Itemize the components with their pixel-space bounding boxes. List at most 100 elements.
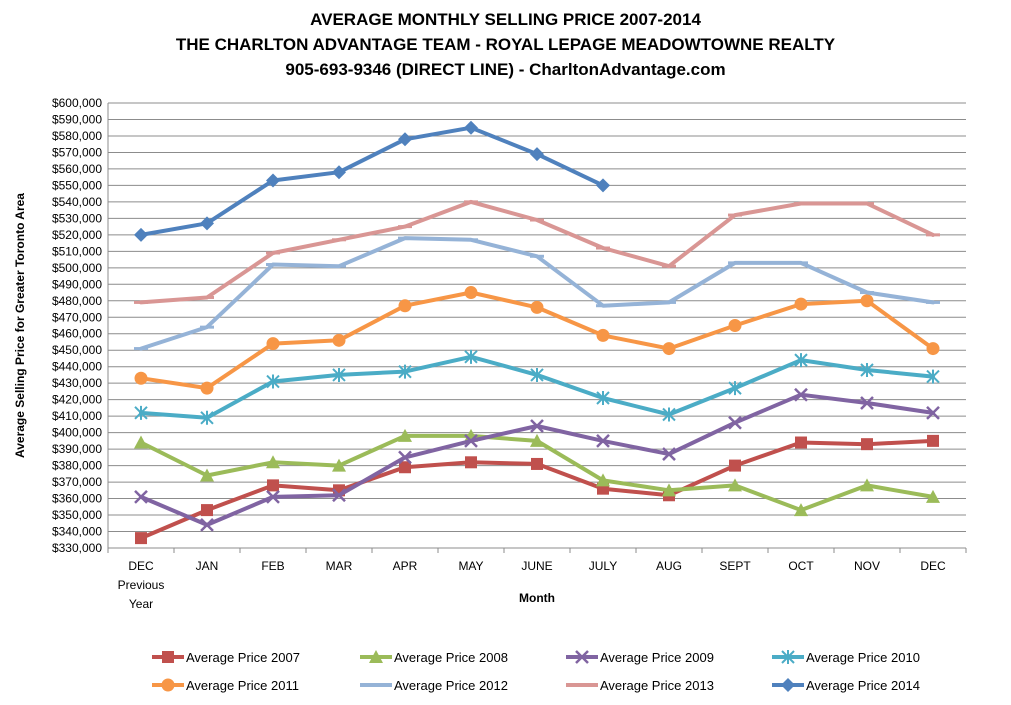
series-line [139,354,935,420]
data-point [398,450,412,465]
legend-label: Average Price 2014 [806,678,920,693]
series-6 [134,236,940,351]
data-point [332,165,346,180]
y-tick-label: $460,000 [52,327,102,341]
data-point [465,456,477,469]
chart-title-line-3: 905-693-9346 (DIRECT LINE) - CharltonAdv… [285,60,726,79]
series-3 [134,387,940,532]
data-point [398,428,412,442]
legend-item: Average Price 2010 [772,650,920,665]
y-tick-label: $600,000 [52,96,102,110]
data-point [795,436,807,449]
data-point [399,461,411,474]
data-point [794,503,808,517]
y-tick-label: $480,000 [52,294,102,308]
legend-label: Average Price 2007 [186,650,300,665]
series-line [139,125,605,237]
data-point [464,433,478,448]
gridlines [107,102,966,549]
legend-label: Average Price 2010 [806,650,920,665]
x-tick-label: AUG [656,559,682,573]
series-4 [134,349,940,425]
data-point [729,459,741,472]
y-axis-label: Average Selling Price for Greater Toront… [13,193,27,458]
data-point [926,369,940,384]
y-tick-label: $450,000 [52,343,102,357]
legend-label: Average Price 2013 [600,678,714,693]
x-tick-label: OCT [788,559,814,573]
series-line [139,438,935,541]
data-point [266,455,280,469]
series-line [139,199,935,305]
data-point [860,294,874,308]
y-tick-label: $360,000 [52,492,102,506]
series-7 [134,199,940,305]
legend-item: Average Price 2008 [360,650,508,665]
legend-item: Average Price 2007 [152,650,300,665]
legend: Average Price 2007 Average Price 2008 Aver… [152,650,920,693]
x-axis-label: Month [519,591,555,605]
legend-label: Average Price 2011 [186,678,299,693]
x-tick-label: MAY [458,559,483,573]
y-tick-label: $400,000 [52,426,102,440]
y-tick-label: $440,000 [52,360,102,374]
y-tick-label: $550,000 [52,178,102,192]
data-point [662,407,676,422]
data-point [794,297,808,311]
data-point [530,433,544,447]
data-point [662,483,676,497]
series-1 [135,434,939,545]
data-point [662,342,676,356]
data-point [332,458,346,472]
data-point [134,227,148,242]
data-point [728,381,742,396]
data-point [134,405,148,420]
legend-item: Average Price 2013 [566,678,714,693]
x-tick-label: JAN [196,559,219,573]
x-tick-label: NOV [854,559,880,573]
data-point [201,504,213,517]
data-point [398,132,412,147]
data-point [860,363,874,377]
data-point [530,419,544,433]
x-tick-label: FEB [261,559,284,573]
legend-label: Average Price 2009 [600,650,714,665]
data-point [267,479,279,492]
y-tick-label: $540,000 [52,195,102,209]
y-tick-label: $530,000 [52,211,102,225]
y-tick-label: $570,000 [52,145,102,159]
data-point [861,438,873,451]
legend-item: Average Price 2014 [772,678,920,693]
data-point [134,435,148,449]
data-point [596,328,610,342]
data-point [135,532,147,545]
y-tick-label: $520,000 [52,228,102,242]
y-tick-label: $410,000 [52,409,102,423]
data-point [200,381,214,395]
data-point [266,490,280,504]
data-point [728,415,742,430]
series-8 [134,120,610,242]
series-group [134,120,940,545]
data-point [596,178,610,193]
y-tick-label: $340,000 [52,525,102,539]
data-point [464,286,478,300]
data-point [927,434,939,447]
series-line [139,236,935,351]
y-tick-label: $370,000 [52,475,102,489]
data-point [398,299,412,313]
x-tick-label: APR [393,559,418,573]
y-tick-label: $590,000 [52,112,102,126]
chart-title-line-2: THE CHARLTON ADVANTAGE TEAM - ROYAL LEPA… [175,35,836,54]
y-tick-label: $580,000 [52,129,102,143]
data-point [662,447,676,461]
y-tick-label: $380,000 [52,459,102,473]
series-2 [134,428,940,517]
chart-title-line-1: AVERAGE MONTHLY SELLING PRICE 2007-2014 [310,10,701,29]
y-tick-label: $500,000 [52,261,102,275]
data-point [596,473,610,487]
legend-label: Average Price 2012 [394,678,508,693]
x-axis-ticks: DEC Previous Year JAN FEB MAR APR MAY JUNE JULY AU… [107,548,967,611]
data-point [530,367,544,382]
